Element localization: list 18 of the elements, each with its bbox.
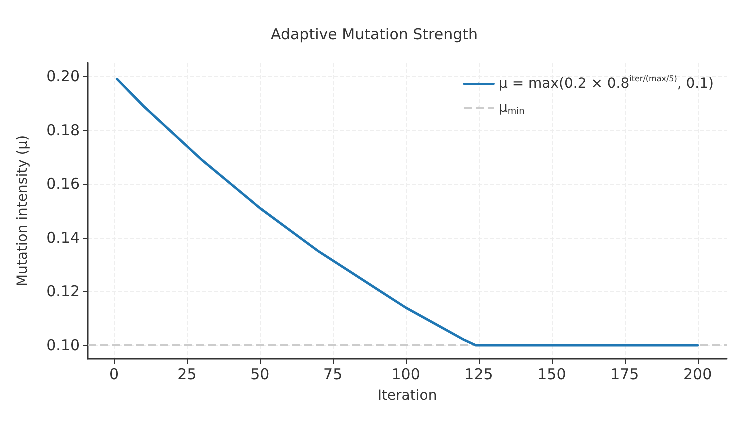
x-axis-title: Iteration [378,388,438,404]
chart-title: Adaptive Mutation Strength [270,26,478,44]
x-tick-label: 200 [684,366,712,384]
y-tick-label: 0.20 [46,67,80,86]
y-tick-label: 0.16 [46,175,80,194]
x-tick-label: 25 [178,366,197,384]
x-tick-label: 50 [250,366,270,384]
y-axis-title: Mutation intensity (μ) [15,135,31,287]
y-tick-label: 0.18 [46,121,80,140]
x-tick-label: 0 [109,366,120,384]
x-tick-label: 175 [610,366,640,384]
x-tick-label: 150 [538,366,566,384]
y-tick-label: 0.12 [46,282,80,301]
y-tick-label: 0.14 [46,228,80,247]
x-tick-label: 125 [464,366,494,384]
x-tick-label: 75 [324,366,343,384]
x-tick-label: 100 [392,366,420,384]
y-tick-label: 0.10 [46,336,80,355]
